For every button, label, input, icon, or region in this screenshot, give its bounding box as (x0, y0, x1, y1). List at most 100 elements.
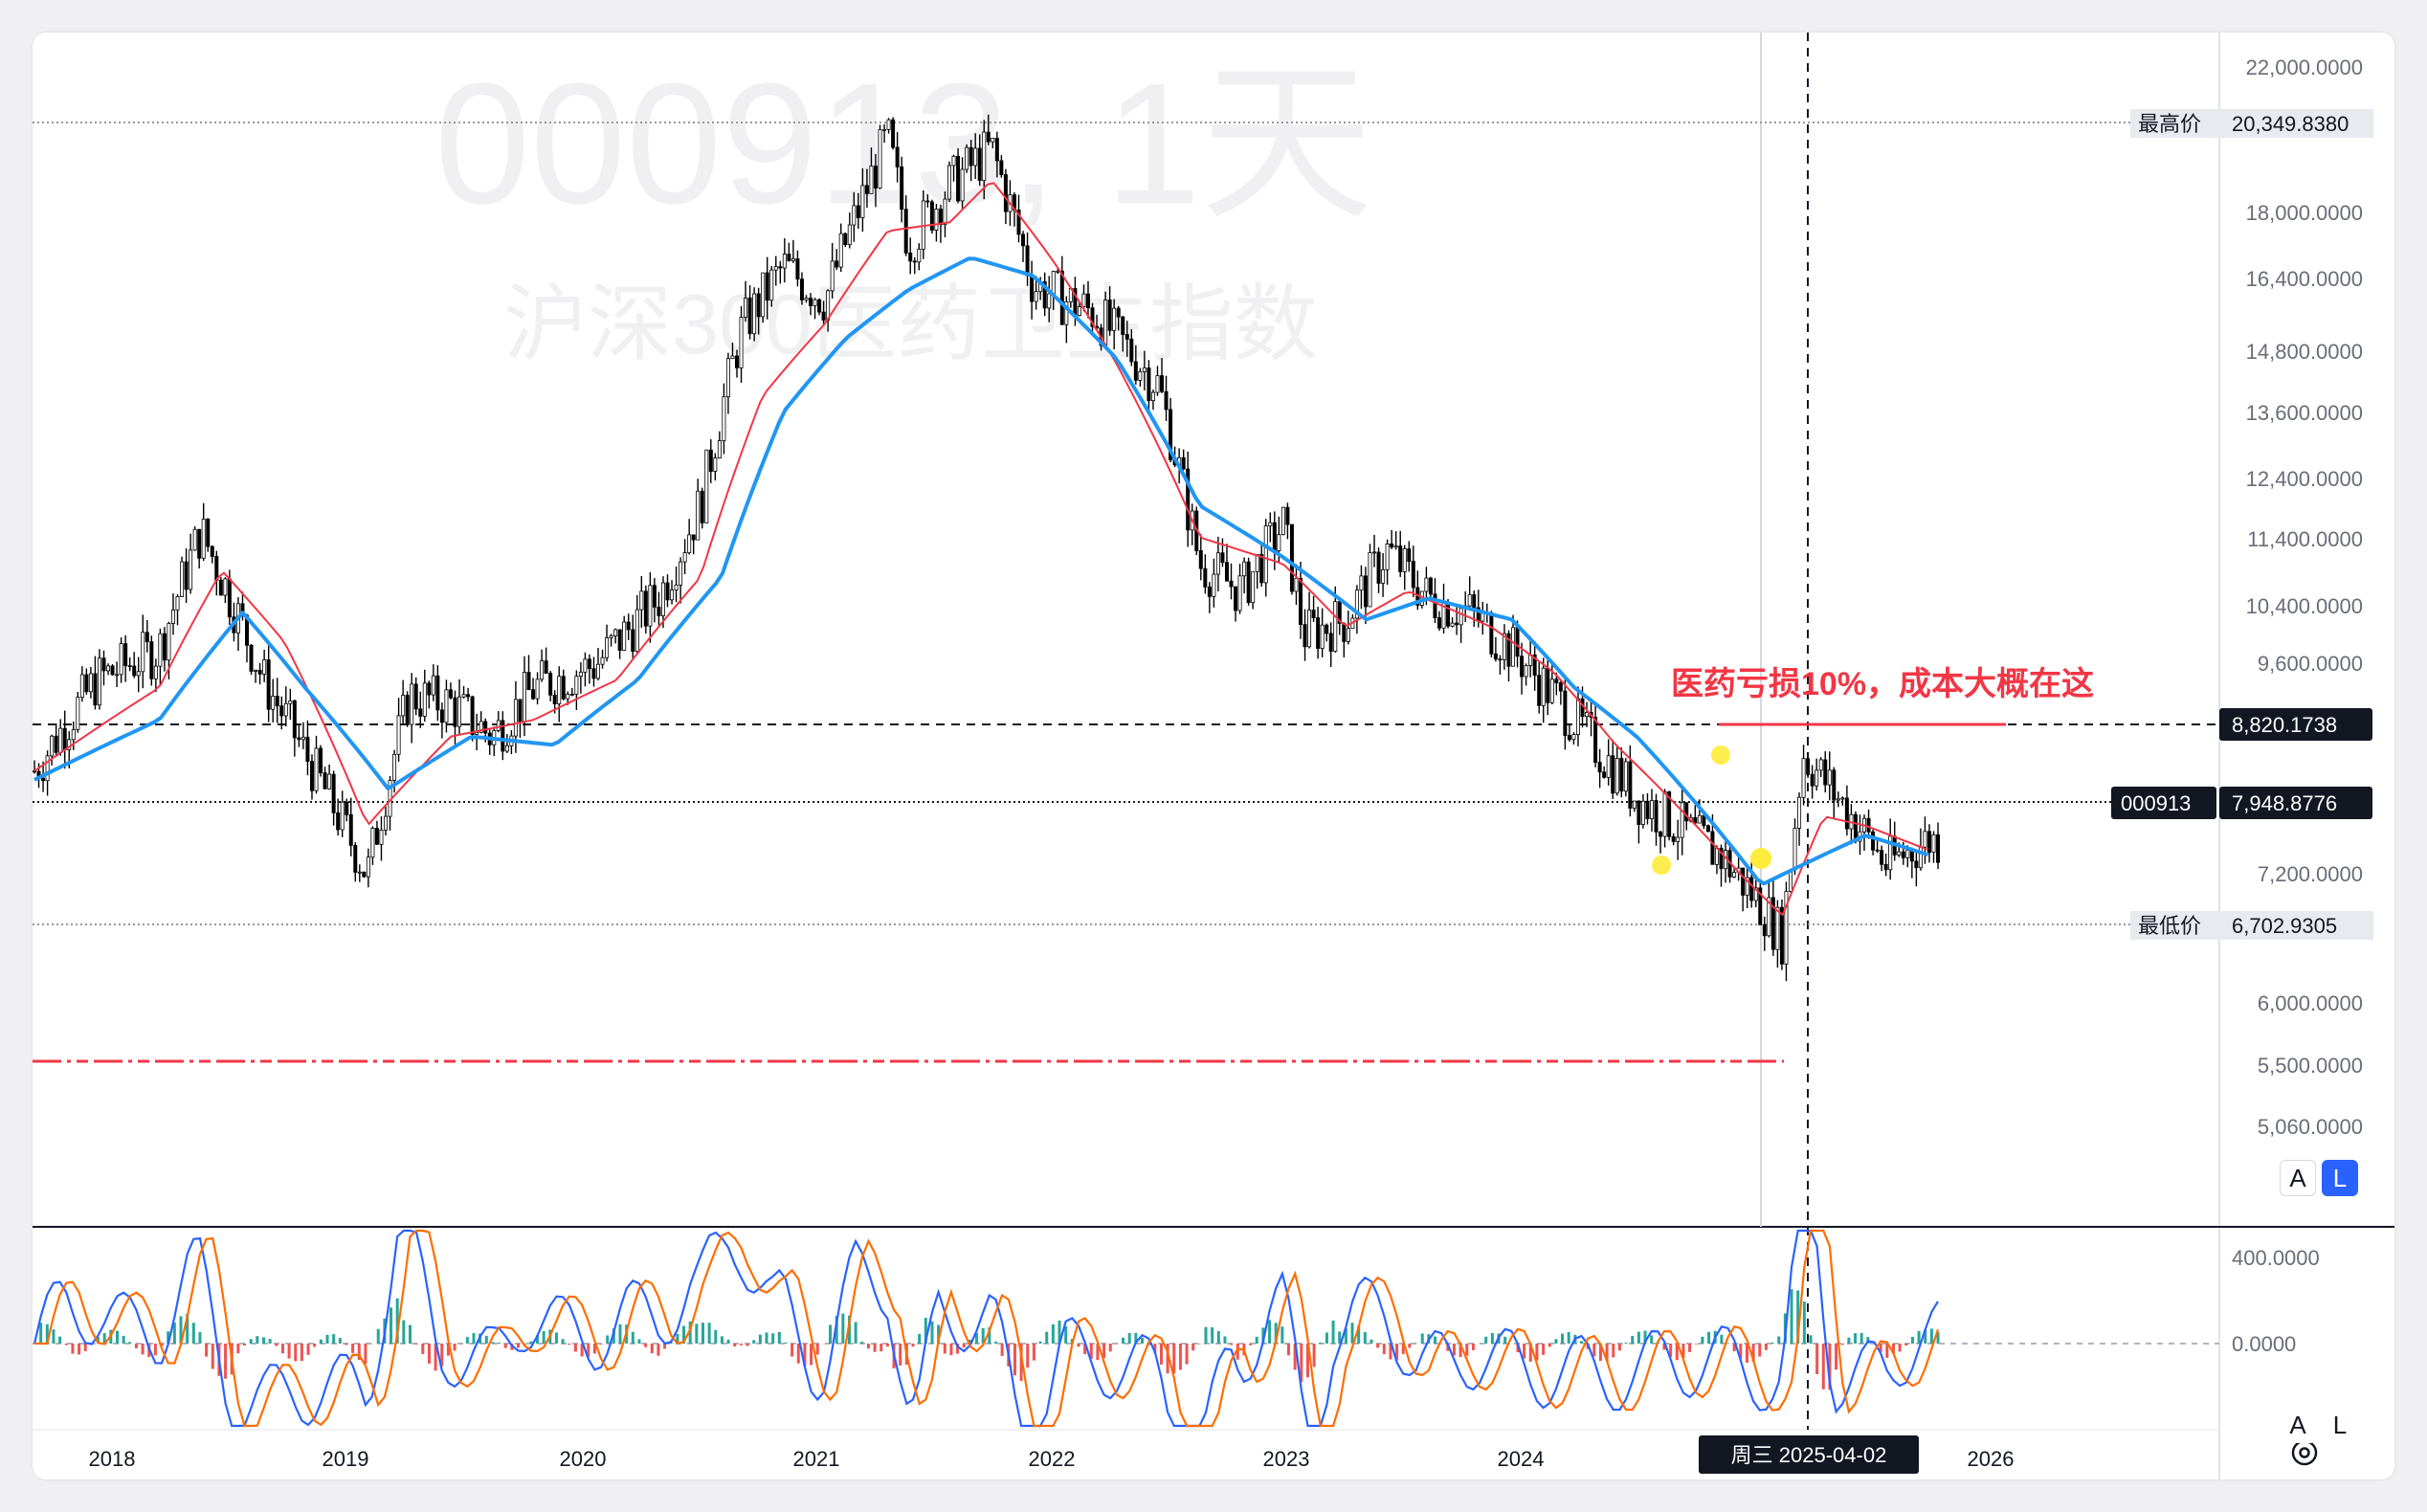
buy-marker-3 (1750, 848, 1771, 869)
macd-histogram-bar (134, 1344, 138, 1348)
macd-histogram-bar (701, 1323, 704, 1344)
candle-body (1515, 627, 1520, 657)
macd-histogram-bar (1617, 1344, 1621, 1351)
macd-histogram-bar (1211, 1326, 1214, 1344)
candle-body (1832, 769, 1837, 801)
macd-histogram-bar (1083, 1344, 1087, 1355)
candle-body (1640, 800, 1645, 825)
candle-body (439, 709, 444, 723)
candle-body (1567, 735, 1571, 741)
candle-body (1667, 791, 1672, 837)
candle-body (444, 689, 449, 723)
macd-histogram-bar (1542, 1344, 1546, 1355)
year-label: 2022 (1029, 1447, 1076, 1471)
candle-body (262, 659, 267, 675)
candle-body (908, 252, 913, 262)
price-axis[interactable]: 22,000.0000 18,000.0000 16,400.0000 14,8… (2246, 56, 2363, 1139)
scale-auto-button[interactable]: A (2280, 1160, 2316, 1196)
candle-body (660, 582, 665, 616)
macd-histogram-bar (338, 1338, 342, 1344)
candle-body (587, 658, 591, 670)
candle-body (1888, 835, 1893, 871)
scale-log-button[interactable]: L (2322, 1160, 2358, 1196)
dea-line (34, 1229, 1940, 1428)
macd-histogram-bar (1828, 1344, 1832, 1390)
macd-histogram-bar (568, 1344, 571, 1345)
candle-body (799, 278, 804, 300)
macd-histogram-bar (1401, 1344, 1405, 1355)
moving-averages (33, 182, 1929, 916)
macd-histogram-bar (1395, 1344, 1399, 1361)
macd-histogram-bar (911, 1344, 915, 1347)
candle-body (591, 668, 596, 679)
candle-body (1376, 551, 1381, 584)
macd-histogram-bar (1140, 1337, 1144, 1344)
candle-body (67, 739, 72, 750)
macd-histogram-bar (1026, 1344, 1030, 1368)
macd-histogram-bar (720, 1336, 724, 1344)
candle-body (54, 735, 58, 753)
macd-histogram-bar (256, 1336, 259, 1344)
macd-histogram-bar (746, 1344, 749, 1346)
macd-histogram-bar (1605, 1344, 1609, 1362)
candle-body (578, 671, 583, 678)
candle-body (809, 298, 813, 306)
candle-body (1775, 906, 1780, 950)
low-label: 最低价 (2138, 914, 2201, 938)
cost-value-bg (2219, 708, 2372, 741)
candle-body (201, 519, 206, 559)
macd-histogram-bar (1382, 1344, 1386, 1355)
macd-scale-log-button[interactable]: L (2322, 1407, 2358, 1443)
candle-body (1255, 554, 1259, 572)
candle-body (1272, 522, 1277, 552)
macd-histogram-bar (1331, 1320, 1335, 1344)
candle-body (319, 747, 323, 773)
candle-body (392, 753, 397, 781)
candle-body (1719, 847, 1724, 870)
candle-body (1003, 174, 1008, 212)
time-axis[interactable]: 2018 2019 2020 2021 2022 2023 2024 2026 (89, 1447, 2015, 1471)
candle-body (1541, 667, 1546, 706)
macd-histogram-bar (78, 1344, 81, 1355)
candle-body (566, 693, 570, 700)
macd-histogram-bar (1051, 1323, 1055, 1344)
macd-histogram-bar (1300, 1344, 1303, 1383)
candle-body (1905, 850, 1910, 858)
candle-body (1107, 300, 1112, 331)
macd-histogram-bar (1268, 1320, 1272, 1344)
macd-histogram-bar (351, 1344, 355, 1353)
macd-histogram-bar (784, 1342, 788, 1344)
macd-histogram-bar (1885, 1344, 1889, 1358)
macd-histogram-bar (1420, 1333, 1424, 1344)
candle-body (158, 633, 163, 667)
macd-histogram-bar (332, 1334, 336, 1344)
macd-histogram-bar (739, 1344, 743, 1345)
macd-histogram-bar (949, 1344, 953, 1356)
candle-body (1458, 608, 1463, 626)
macd-histogram-bar (1134, 1332, 1138, 1344)
candle-body (1307, 610, 1312, 648)
candle-body (457, 696, 462, 727)
candle-body (513, 699, 518, 737)
candle-body (1160, 375, 1165, 392)
candle-body (345, 801, 349, 815)
candle-body (331, 773, 336, 813)
gear-icon[interactable] (2291, 1439, 2318, 1466)
macd-scale-auto-button[interactable]: A (2280, 1407, 2316, 1443)
candle-body (1546, 667, 1550, 703)
chart-canvas[interactable]: 000913, 1天 沪深300医药卫生指数 医药亏损10%，成本大概在这 22… (33, 33, 2394, 1479)
candle-body (340, 801, 345, 831)
candle-body (1138, 371, 1143, 381)
candle-body (1784, 891, 1789, 965)
candle-body (674, 584, 679, 590)
candle-body (1129, 338, 1134, 363)
macd-histogram-bar (1293, 1344, 1297, 1370)
candle-body (722, 396, 726, 441)
candle-body (1549, 678, 1554, 703)
macd-histogram-bar (885, 1344, 889, 1347)
candle-body (1077, 306, 1081, 317)
candle-body (249, 644, 254, 672)
macd-histogram-bar (829, 1324, 833, 1344)
macd-histogram-bar (1452, 1344, 1456, 1356)
price-tick: 18,000.0000 (2246, 201, 2363, 225)
